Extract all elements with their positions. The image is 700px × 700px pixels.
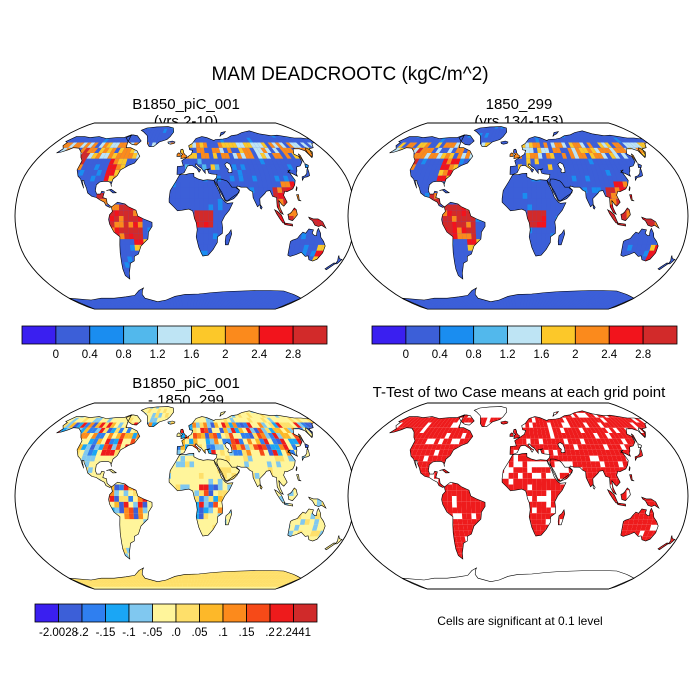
colorbar-diff-box <box>152 603 177 623</box>
colorbar-case2-box <box>541 325 576 345</box>
colorbar-diff-tick-label: .15 <box>239 627 255 639</box>
map-diff <box>14 402 356 590</box>
colorbar-diff-box <box>128 603 153 623</box>
map-case2-outline <box>347 122 689 310</box>
panel-title-case2-line1: 1850_299 <box>485 96 553 113</box>
colorbar-case1-box <box>123 325 158 345</box>
colorbar-case2-box <box>439 325 475 345</box>
colorbar-diff-tick-label: -2.0028 <box>39 627 78 639</box>
colorbar-case1-tick-label: 1.6 <box>183 349 199 361</box>
map-case2-coastlines <box>389 126 676 310</box>
colorbar-diff-tick-label: -.2 <box>75 627 88 639</box>
colorbar-case1-box <box>292 325 328 345</box>
colorbar-case1-box <box>191 325 226 345</box>
panel-title-diff-line1: B1850_piC_001 <box>132 375 240 392</box>
colorbar-diff-box <box>246 603 271 623</box>
colorbar-case2-tick-label: 0 <box>403 349 409 361</box>
colorbar-diff-tick-label: -.05 <box>143 627 163 639</box>
colorbar-case1-box <box>157 325 192 345</box>
colorbar-diff-box <box>34 603 59 623</box>
colorbar-case1-tick-label: 2.8 <box>285 349 301 361</box>
significance-note: Cells are significant at 0.1 level <box>437 614 603 628</box>
colorbar-case2-tick-label: 2.8 <box>635 349 651 361</box>
panel-title-case1-line1: B1850_piC_001 <box>132 96 240 113</box>
colorbar-case2-box <box>608 325 644 345</box>
colorbar-case1-box <box>224 325 260 345</box>
colorbar-case2: 0 0.4 0.8 1.2 1.6 2 2.4 2.8 <box>371 325 678 361</box>
colorbar-case1-box <box>89 325 125 345</box>
colorbar-case1-box <box>21 325 57 345</box>
colorbar-case2-box <box>405 325 441 345</box>
colorbar-case1-box <box>258 325 294 345</box>
colorbar-diff-box <box>175 603 200 623</box>
colorbar-case1-box <box>55 325 91 345</box>
colorbar-diff-tick-label: .2 <box>265 627 275 639</box>
map-diff-outline <box>14 402 356 590</box>
panel-title-ttest: T-Test of two Case means at each grid po… <box>349 384 689 401</box>
colorbar-case1-tick-label: 2 <box>222 349 228 361</box>
colorbar-diff-tick-label: .0 <box>171 627 181 639</box>
map-diff-coastlines <box>56 406 343 590</box>
colorbar-case2-tick-label: 2 <box>572 349 578 361</box>
colorbar-diff-tick-label: -.15 <box>96 627 116 639</box>
colorbar-case1-tick-label: 0.4 <box>82 349 99 361</box>
colorbar-diff-tick-label: 2.2441 <box>276 627 311 639</box>
map-ttest <box>347 402 689 590</box>
colorbar-case2-tick-label: 0.4 <box>432 349 449 361</box>
colorbar-diff: -2.0028-.2 -.15 -.1 -.05 .0 .05 .1 .15 .2 2.2441 <box>34 603 318 639</box>
colorbar-diff-box <box>81 603 106 623</box>
map-case1-outline <box>14 122 356 310</box>
colorbar-case2-box <box>371 325 407 345</box>
colorbar-diff-box <box>199 603 224 623</box>
map-ttest-coastlines <box>389 406 676 590</box>
colorbar-case1-tick-label: 0.8 <box>116 349 132 361</box>
colorbar-case2-tick-label: 1.2 <box>500 349 516 361</box>
colorbar-diff-tick-label: -.1 <box>122 627 135 639</box>
colorbar-case1-tick-label: 2.4 <box>251 349 268 361</box>
map-ttest-outline <box>347 402 689 590</box>
colorbar-case1-tick-label: 1.2 <box>150 349 166 361</box>
colorbar-diff-tick-label: .1 <box>218 627 228 639</box>
colorbar-diff-box <box>58 603 83 623</box>
colorbar-case2-tick-label: 2.4 <box>601 349 618 361</box>
colorbar-case1: 0 0.4 0.8 1.2 1.6 2 2.4 2.8 <box>21 325 328 361</box>
colorbar-diff-box <box>105 603 130 623</box>
colorbar-diff-box <box>222 603 247 623</box>
colorbar-diff-tick-label: .05 <box>192 627 208 639</box>
colorbar-case2-box <box>473 325 508 345</box>
colorbar-diff-box <box>293 603 318 623</box>
colorbar-case2-box <box>574 325 610 345</box>
panel-title-ttest-line1: T-Test of two Case means at each grid po… <box>372 384 666 401</box>
colorbar-case1-tick-label: 0 <box>53 349 59 361</box>
colorbar-diff-box <box>269 603 294 623</box>
colorbar-case2-box <box>507 325 542 345</box>
colorbar-case2-tick-label: 1.6 <box>533 349 549 361</box>
colorbar-case2-tick-label: 0.8 <box>466 349 482 361</box>
map-case1 <box>14 122 356 310</box>
main-title: MAM DEADCROOTC (kgC/m^2) <box>211 64 489 85</box>
colorbar-case2-box <box>642 325 678 345</box>
map-case2 <box>347 122 689 310</box>
map-case1-coastlines <box>56 126 343 310</box>
